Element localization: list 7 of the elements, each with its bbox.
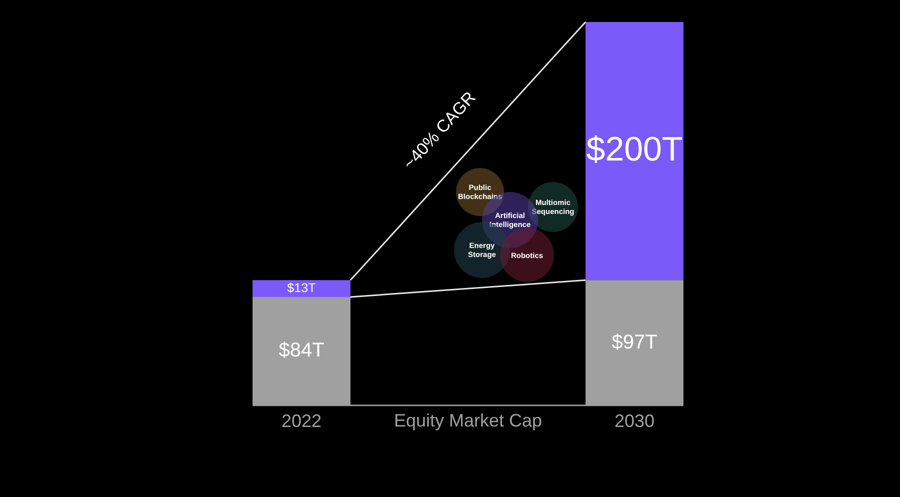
data-label: $200T xyxy=(586,130,683,168)
data-label: $97T xyxy=(612,331,658,354)
x-axis-title: Equity Market Cap xyxy=(394,410,542,430)
data-label: $84T xyxy=(278,340,324,362)
x-tick-label: 2022 xyxy=(281,411,322,432)
x-tick-label: 2030 xyxy=(614,411,655,432)
data-label: $13T xyxy=(287,281,316,296)
